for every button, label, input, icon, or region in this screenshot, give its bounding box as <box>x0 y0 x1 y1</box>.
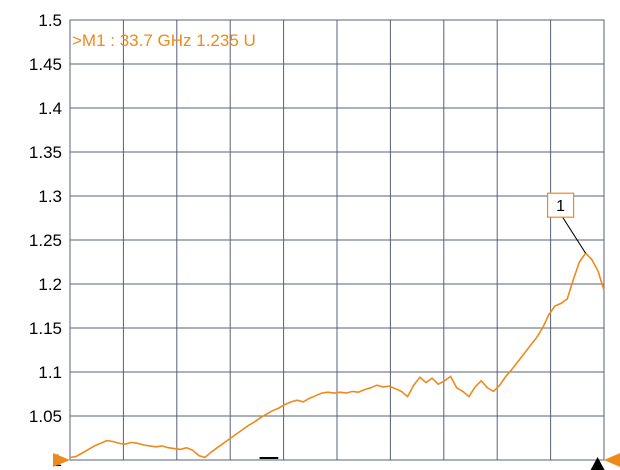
data-series-line <box>69 251 605 459</box>
y-tick-label: 1.15 <box>29 319 62 338</box>
y-tick-label: 1.25 <box>29 231 62 250</box>
active-marker-arrow[interactable] <box>590 457 605 470</box>
chart-grid <box>69 19 605 461</box>
y-axis-tick-labels: 1.51.451.41.351.31.251.21.151.11.051 <box>29 11 62 470</box>
marker-1[interactable]: 1 <box>546 192 587 254</box>
y-tick-label: 1.35 <box>29 143 62 162</box>
y-tick-label: 1.05 <box>29 407 62 426</box>
marker-readout: >M1 : 33.7 GHz 1.235 U <box>72 31 256 50</box>
y-tick-label: 1.2 <box>38 275 62 294</box>
marker-leader-line <box>562 216 587 254</box>
y-tick-label: 1.1 <box>38 363 62 382</box>
y-tick-label: 1.4 <box>38 99 62 118</box>
y-tick-label: 1.5 <box>38 11 62 30</box>
marker-number-box[interactable] <box>546 192 575 218</box>
y-tick-label: 1.3 <box>38 187 62 206</box>
y-tick-label: 1.45 <box>29 55 62 74</box>
reference-level-right-arrow[interactable] <box>604 453 620 467</box>
marker-number: 1 <box>556 198 565 215</box>
reference-level-left-arrow[interactable] <box>53 453 70 467</box>
